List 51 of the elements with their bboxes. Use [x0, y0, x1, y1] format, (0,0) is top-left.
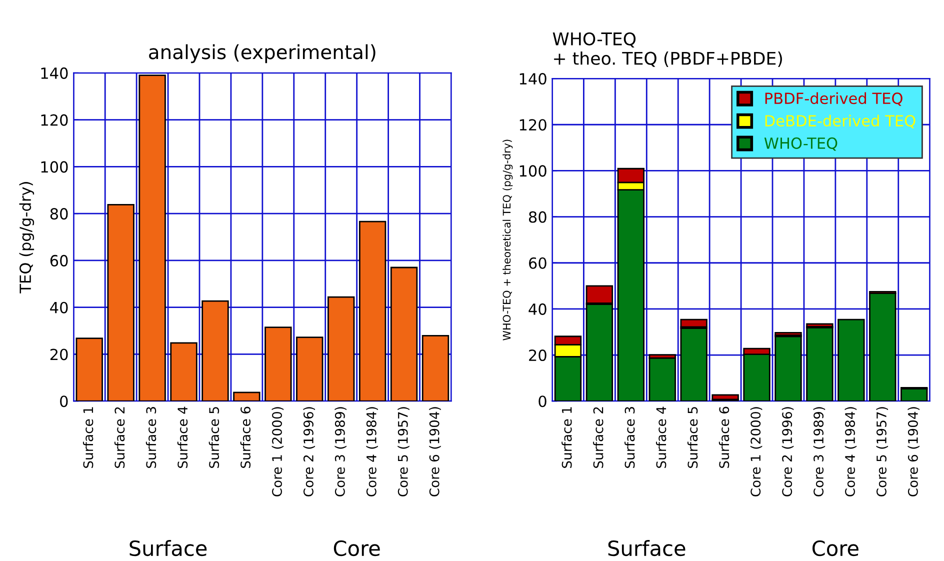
y-axis-title: TEQ (pg/g-dry) — [19, 182, 34, 294]
y-tick-label: 120 — [41, 114, 68, 126]
y-tick-label: 100 — [520, 165, 546, 177]
y-tick-label: 40 — [528, 303, 546, 315]
legend-label: WHO-TEQ — [764, 137, 838, 151]
x-tick-label: Surface 4 — [656, 406, 666, 468]
x-tick-label: Surface 3 — [146, 407, 156, 468]
y-tick-label: 60 — [50, 254, 68, 266]
y-tick-label: 40 — [50, 302, 68, 314]
y-tick-label: 120 — [520, 119, 546, 131]
x-tick-label: Surface 2 — [114, 407, 125, 468]
x-tick-label: Surface 6 — [240, 406, 251, 468]
x-tick-label: Surface 5 — [687, 407, 698, 468]
x-tick-label: Surface 1 — [82, 407, 94, 468]
text: Core — [812, 540, 858, 556]
x-tick-label: Core 5 (1957) — [876, 407, 888, 496]
y-tick-label: 140 — [41, 67, 68, 79]
x-tick-label: Surface 4 — [177, 406, 188, 468]
x-tick-label: Core 1 (2000) — [272, 407, 284, 496]
y-tick-label: 140 — [520, 73, 546, 85]
y-tick-label: 0 — [538, 396, 546, 408]
x-tick-label: Core 4 (1984) — [844, 407, 857, 496]
chart-title: analysis (experimental) — [149, 44, 376, 64]
x-tick-label: Core 1 (2000) — [750, 407, 762, 496]
y-tick-label: 80 — [50, 208, 68, 220]
y-tick-label: 20 — [529, 350, 546, 362]
x-tick-label: Core 2 (1996) — [303, 407, 316, 496]
text: Surface — [130, 540, 207, 556]
x-tick-label: Surface 2 — [593, 407, 604, 468]
y-tick-label: 100 — [41, 161, 68, 173]
x-tick-label: Core 3 (1989) — [334, 407, 346, 496]
x-tick-label: Core 2 (1996) — [782, 407, 794, 496]
y-axis-title: WHO-TEQ + theoretical TEQ (pg/g-dry) — [502, 140, 513, 340]
x-tick-label: Surface 6 — [718, 406, 730, 468]
y-tick-label: 20 — [50, 348, 68, 360]
x-tick-label: Surface 1 — [562, 407, 572, 468]
x-tick-label: Core 6 (1904) — [908, 407, 920, 496]
x-tick-label: Core 6 (1904) — [429, 407, 441, 496]
y-tick-label: 0 — [60, 396, 68, 408]
chart-title: WHO-TEQ + theo. TEQ (PBDF+PBDE) — [552, 32, 782, 67]
x-tick-label: Core 3 (1989) — [813, 407, 826, 496]
legend-label: PBDF-derived TEQ — [765, 92, 902, 106]
y-tick-label: 60 — [529, 257, 546, 269]
x-tick-label: Core 5 (1957) — [398, 407, 410, 496]
x-tick-label: Surface 5 — [208, 407, 220, 468]
text: Core — [334, 540, 380, 556]
x-tick-label: Core 4 (1984) — [366, 407, 378, 496]
text: Surface — [608, 540, 686, 556]
x-tick-label: Surface 3 — [624, 407, 635, 468]
legend-label: DeBDE-derived TEQ — [765, 114, 916, 128]
y-tick-label: 80 — [528, 211, 546, 223]
